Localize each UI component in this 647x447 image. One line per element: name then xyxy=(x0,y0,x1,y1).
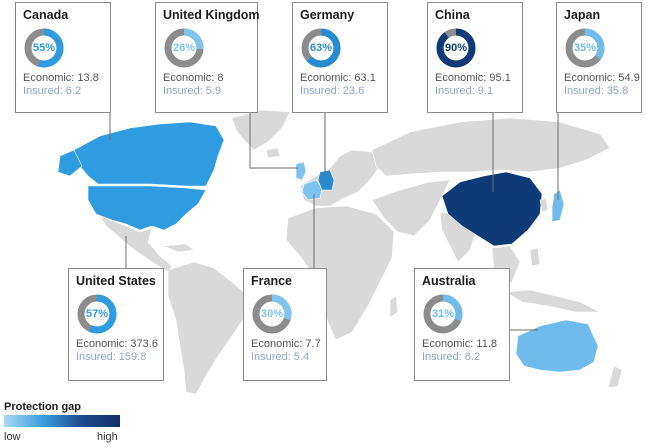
country-name: China xyxy=(435,8,470,22)
insured-loss-value: Insured: 5.9 xyxy=(163,85,222,97)
donut-gap-arc xyxy=(436,28,476,68)
philippines-shape xyxy=(529,247,541,267)
country-name: Japan xyxy=(564,8,601,22)
caribbean-shape xyxy=(163,243,195,253)
madagascar-shape xyxy=(389,295,399,319)
country-card-canada: Canada 55% Economic: 13.8 Insured: 6.2 xyxy=(15,2,111,113)
country-card-japan: Japan 35% Economic: 54.9 Insured: 35.8 xyxy=(556,2,642,113)
country-name: United States xyxy=(76,274,156,288)
donut-gap-arc xyxy=(24,28,64,68)
country-card-australia: Australia 31% Economic: 11.8 Insured: 8.2 xyxy=(414,268,510,381)
korea-shape xyxy=(539,197,549,213)
economic-loss-value: Economic: 95.1 xyxy=(435,72,511,84)
canada-shape xyxy=(73,121,225,187)
france-shape xyxy=(301,179,323,201)
country-card-germany: Germany 63% Economic: 63.1 Insured: 23.6 xyxy=(292,2,388,113)
economic-loss-value: Economic: 373.6 xyxy=(76,338,158,350)
protection-gap-donut: 30% xyxy=(252,294,292,334)
legend-gradient-bar xyxy=(4,415,120,427)
economic-loss-value: Economic: 13.8 xyxy=(23,72,99,84)
donut-gap-arc xyxy=(252,294,292,334)
legend-high-label: high xyxy=(97,431,118,443)
insured-loss-value: Insured: 35.8 xyxy=(564,85,629,97)
legend-title: Protection gap xyxy=(4,401,82,413)
gap-percent-label: 31% xyxy=(431,308,455,320)
donut-gap-arc xyxy=(301,28,341,68)
protection-gap-donut: 90% xyxy=(436,28,476,68)
united-kingdom-shape xyxy=(295,161,307,181)
country-card-united-states: United States 57% Economic: 373.6 Insured: … xyxy=(68,268,164,381)
gap-percent-label: 90% xyxy=(444,42,468,54)
indonesia-shape xyxy=(505,289,601,313)
mexico-shape xyxy=(99,215,173,273)
germany-shape xyxy=(317,169,335,191)
donut-gap-arc xyxy=(423,294,463,334)
gap-percent-label: 35% xyxy=(573,42,597,54)
protection-gap-donut: 63% xyxy=(301,28,341,68)
donut-gap-arc xyxy=(565,28,605,68)
africa-shape xyxy=(285,205,395,341)
united-states-shape xyxy=(87,185,207,231)
alaska-shape xyxy=(57,149,83,177)
insured-loss-value: Insured: 9.1 xyxy=(435,85,494,97)
country-name: Australia xyxy=(422,274,476,288)
country-name: Germany xyxy=(300,8,355,22)
protection-gap-donut: 35% xyxy=(565,28,605,68)
new-zealand-shape xyxy=(607,365,623,389)
insured-loss-value: Insured: 23.6 xyxy=(300,85,365,97)
gap-percent-label: 57% xyxy=(85,308,109,320)
country-card-china: China 90% Economic: 95.1 Insured: 9.1 xyxy=(427,2,523,113)
insured-loss-value: Insured: 5.4 xyxy=(251,351,310,363)
insured-loss-value: Insured: 6.2 xyxy=(23,85,82,97)
country-name: France xyxy=(251,274,292,288)
country-card-united-kingdom: United Kingdom 26% Economic: 8 Insured: 5.9 xyxy=(155,2,260,113)
gap-percent-label: 26% xyxy=(172,42,196,54)
protection-gap-donut: 26% xyxy=(164,28,204,68)
country-name: Canada xyxy=(23,8,69,22)
gap-percent-label: 30% xyxy=(260,308,284,320)
legend-low-label: low xyxy=(4,431,21,443)
middle-east-shape xyxy=(371,179,451,237)
gap-percent-label: 63% xyxy=(309,42,333,54)
australia-shape xyxy=(515,319,599,373)
protection-gap-donut: 57% xyxy=(77,294,117,334)
japan-shape xyxy=(551,189,565,223)
economic-loss-value: Economic: 7.7 xyxy=(251,338,321,350)
china-shape xyxy=(441,171,543,247)
russia-shape xyxy=(371,117,611,177)
economic-loss-value: Economic: 8 xyxy=(163,72,224,84)
south-america-shape xyxy=(167,261,249,395)
economic-loss-value: Economic: 11.8 xyxy=(422,338,498,350)
economic-loss-value: Economic: 63.1 xyxy=(300,72,376,84)
economic-loss-value: Economic: 54.9 xyxy=(564,72,640,84)
protection-gap-donut: 31% xyxy=(423,294,463,334)
donut-gap-arc xyxy=(77,294,117,334)
insured-loss-value: Insured: 159.8 xyxy=(76,351,147,363)
greenland-shape xyxy=(231,109,291,151)
insured-loss-value: Insured: 8.2 xyxy=(422,351,481,363)
donut-gap-arc xyxy=(164,28,204,68)
gap-percent-label: 55% xyxy=(32,42,56,54)
iceland-shape xyxy=(265,147,281,159)
country-name: United Kingdom xyxy=(163,8,260,22)
country-card-france: France 30% Economic: 7.7 Insured: 5.4 xyxy=(243,268,327,381)
protection-gap-donut: 55% xyxy=(24,28,64,68)
leader-united-kingdom xyxy=(249,112,298,169)
